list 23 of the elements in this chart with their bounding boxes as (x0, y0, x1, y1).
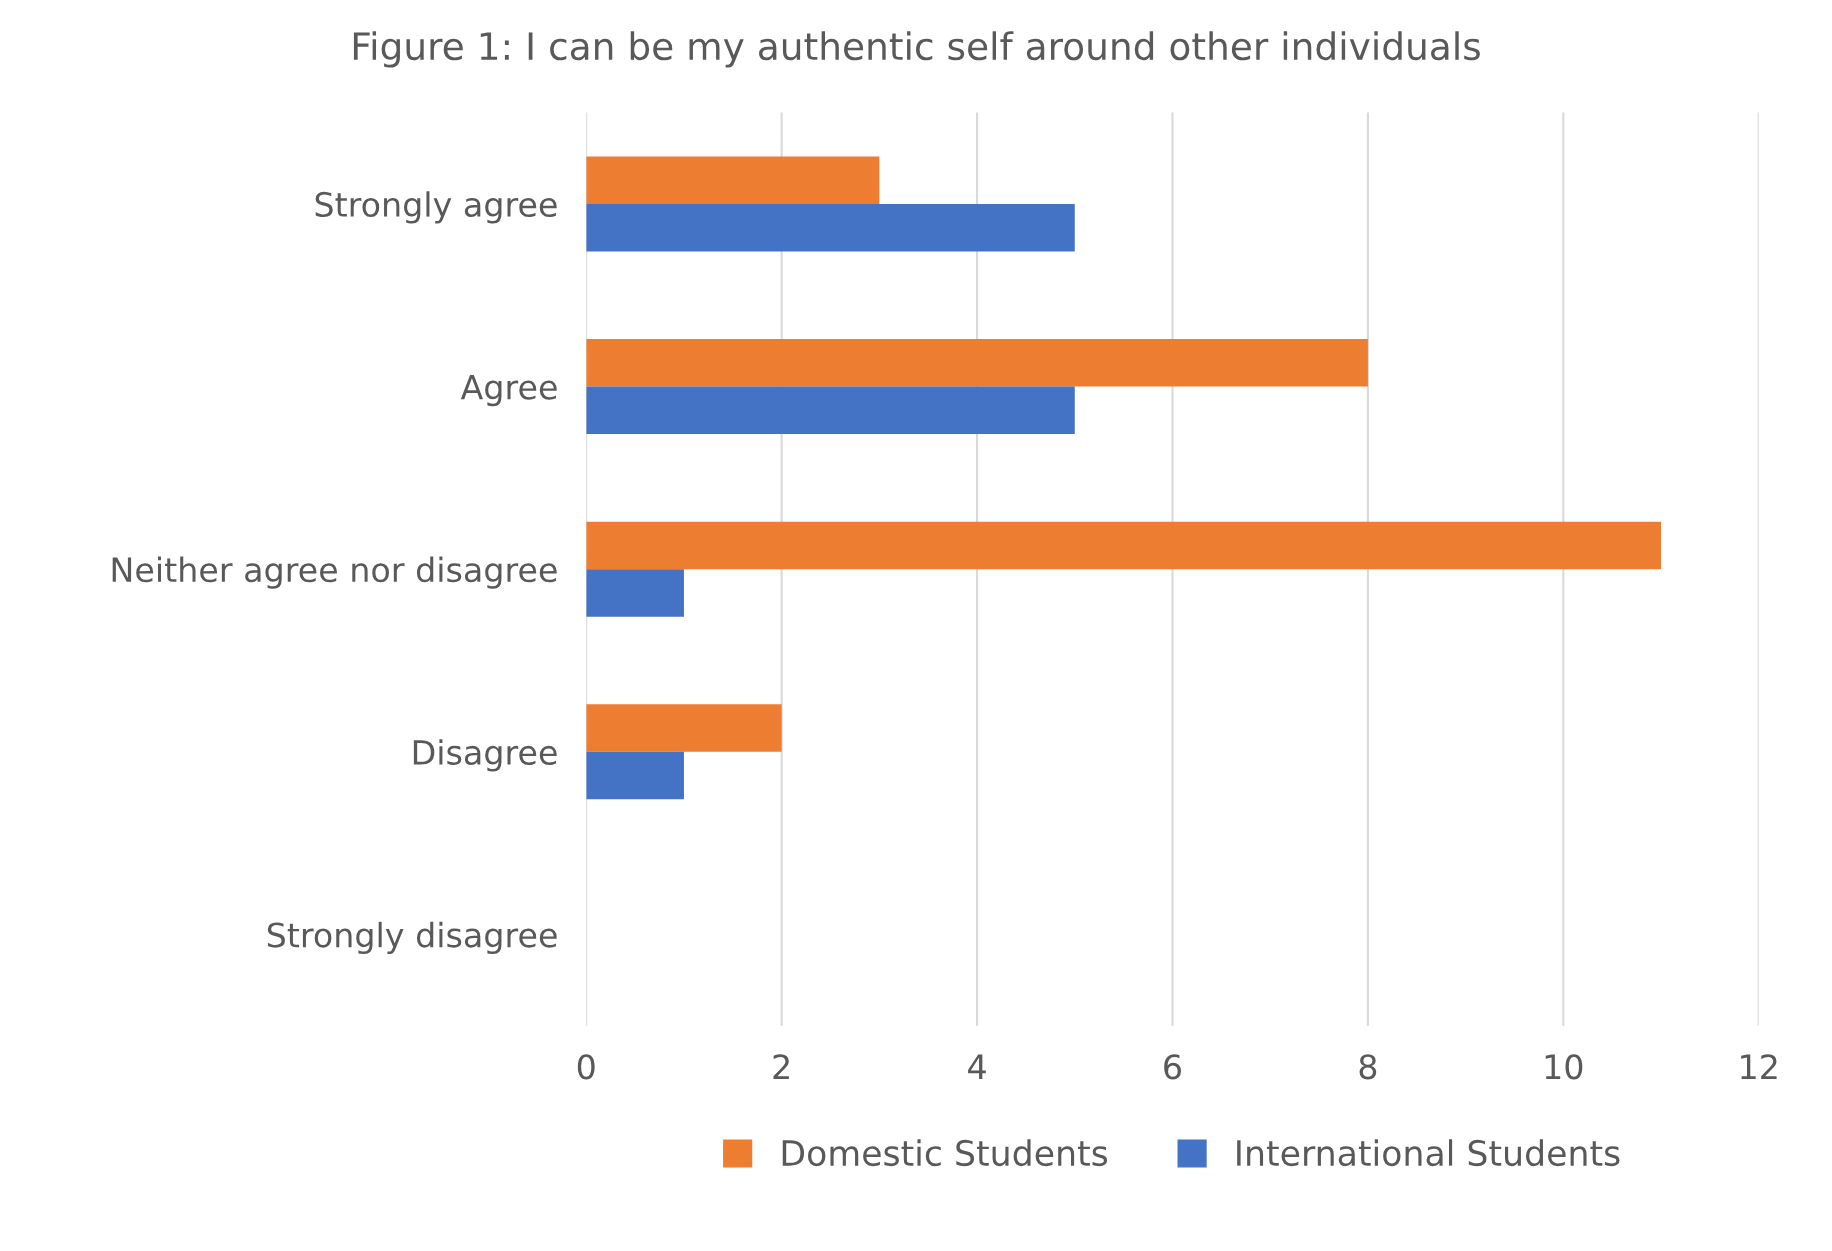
bar (586, 339, 1368, 387)
bar (586, 156, 880, 204)
x-tick-label: 2 (773, 1054, 789, 1079)
x-tick-label: 8 (1359, 1054, 1377, 1080)
legend-label: Domestic Students (782, 1139, 1108, 1167)
x-tick-label: 4 (968, 1054, 986, 1079)
bar (586, 203, 1075, 252)
x-tick-label: 10 (1545, 1054, 1583, 1080)
bar (586, 521, 1662, 570)
y-tick-label: Strongly agree (315, 191, 557, 224)
legend-label: International Students (1237, 1139, 1620, 1167)
x-tick-label: 12 (1741, 1054, 1777, 1079)
bar (586, 751, 684, 800)
bar (586, 704, 782, 752)
x-tick-label: 6 (1164, 1054, 1181, 1080)
y-tick-label: Agree (460, 374, 557, 407)
x-tick-label: 0 (577, 1054, 595, 1080)
chart-title: Figure 1: I can be my authentic self around other individuals (353, 31, 1480, 68)
bar (586, 386, 1075, 435)
y-tick-label: Neither agree nor disagree (112, 556, 557, 589)
y-tick-label: Strongly disagree (267, 921, 557, 955)
bar (586, 569, 684, 617)
y-tick-label: Disagree (413, 739, 557, 772)
